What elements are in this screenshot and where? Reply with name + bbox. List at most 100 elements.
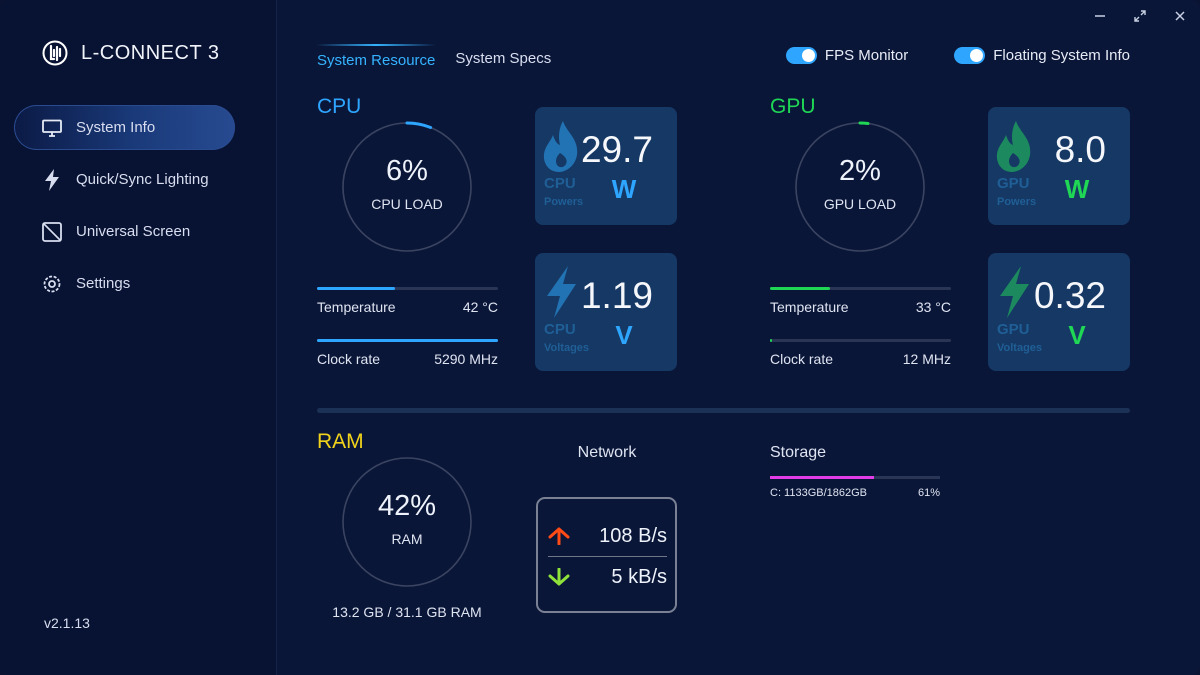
sidebar-nav: System Info Quick/Sync Lighting Universa…: [0, 105, 277, 313]
monitor-icon: [42, 118, 62, 138]
cpu-clock-label: Clock rate: [317, 351, 381, 367]
section-divider: [317, 408, 1130, 413]
toggle-label: FPS Monitor: [824, 47, 909, 64]
gpu-voltage-value: 0.32: [1033, 275, 1106, 316]
cpu-clock-fill: [317, 339, 498, 342]
brand-logo-icon: [42, 40, 68, 66]
ram-load-gauge: 42% RAM: [341, 456, 473, 588]
gpu-power-card: 8.0 W GPU Powers: [988, 107, 1130, 225]
storage-drive: C: 1133GB/1862GB: [770, 487, 868, 499]
tab-bar: System Resource System Specs: [317, 44, 551, 73]
screen-icon: [42, 221, 62, 242]
cpu-voltage-card: 1.19 V CPU Voltages: [535, 253, 677, 371]
cpu-voltage-sub: Voltages: [544, 342, 590, 354]
cpu-temperature-value: 42 °C: [462, 299, 498, 315]
sidebar-item-settings[interactable]: Settings: [0, 261, 277, 306]
toggle-switch[interactable]: [785, 47, 817, 64]
gpu-clock-value: 12 MHz: [902, 351, 951, 367]
toggle-switch[interactable]: [954, 47, 986, 64]
network-title: Network: [577, 444, 637, 461]
gpu-power-unit: W: [1064, 174, 1090, 204]
sidebar-item-universal-screen[interactable]: Universal Screen: [0, 209, 277, 254]
network-upload-row: 108 B/s: [548, 521, 667, 551]
gpu-voltage-unit: V: [1068, 320, 1086, 350]
sidebar-item-system-info[interactable]: System Info: [0, 105, 277, 150]
network-panel: 108 B/s 5 kB/s: [536, 497, 677, 613]
flame-icon: [543, 121, 578, 172]
cpu-power-value: 29.7: [580, 129, 653, 170]
cpu-gauge-arc: [341, 121, 473, 253]
ram-load-label: RAM: [391, 531, 423, 547]
gpu-temperature-label: Temperature: [770, 299, 849, 315]
cpu-temperature-label: Temperature: [317, 299, 396, 315]
cpu-clock-value: 5290 MHz: [434, 351, 498, 367]
cpu-power-sub: Powers: [544, 196, 584, 208]
storage-fill: [770, 476, 874, 479]
network-upload-value: 108 B/s: [599, 524, 667, 547]
storage-title: Storage: [770, 444, 827, 461]
ram-usage: 13.2 GB / 31.1 GB RAM: [332, 604, 482, 620]
lightning-icon: [1000, 266, 1029, 318]
gpu-voltage-sub: Voltages: [997, 342, 1043, 354]
storage-percent: 61%: [918, 487, 941, 499]
gpu-title: GPU: [770, 95, 816, 118]
gpu-load-label: GPU LOAD: [823, 196, 897, 212]
gpu-load-value: 2%: [839, 155, 881, 187]
maximize-icon[interactable]: [1132, 8, 1148, 24]
app-version: v2.1.13: [44, 615, 90, 631]
cpu-load-value: 6%: [386, 155, 428, 187]
sidebar-item-label: Quick/Sync Lighting: [76, 171, 209, 188]
cpu-temperature-track: [317, 287, 498, 290]
sidebar-item-label: System Info: [76, 119, 156, 136]
cpu-load-label: CPU LOAD: [371, 196, 443, 212]
window-controls: [1092, 8, 1188, 24]
sidebar-item-quick-sync-lighting[interactable]: Quick/Sync Lighting: [0, 157, 277, 202]
minimize-icon[interactable]: [1092, 8, 1108, 24]
cpu-temperature-fill: [317, 287, 395, 290]
sidebar-item-label: Settings: [76, 275, 131, 292]
toggle-group: FPS Monitor Floating System Info: [785, 47, 1130, 64]
gpu-voltage-card: 0.32 V GPU Voltages: [988, 253, 1130, 371]
cpu-voltage-unit: V: [615, 320, 633, 350]
cpu-voltage-name: CPU: [544, 321, 576, 338]
sidebar-item-label: Universal Screen: [76, 223, 191, 240]
cpu-load-gauge: 6% CPU LOAD: [341, 121, 473, 253]
brand-name: L-CONNECT 3: [81, 41, 220, 64]
network-download-value: 5 kB/s: [611, 565, 667, 588]
cpu-power-unit: W: [611, 174, 637, 204]
sidebar: L-CONNECT 3 System Info Quick/Sync Light…: [0, 0, 277, 675]
network-download-row: 5 kB/s: [548, 562, 667, 592]
arrow-down-icon: [548, 568, 570, 586]
cpu-clock-track: [317, 339, 498, 342]
fps-monitor-toggle[interactable]: FPS Monitor: [785, 47, 909, 64]
lightning-icon: [547, 266, 576, 318]
gpu-gauge-arc: [794, 121, 926, 253]
close-icon[interactable]: [1172, 8, 1188, 24]
gpu-voltage-name: GPU: [997, 321, 1030, 338]
gpu-temperature-fill: [770, 287, 830, 290]
brand: L-CONNECT 3: [42, 40, 220, 66]
lightning-icon: [42, 168, 62, 191]
gpu-temperature-track: [770, 287, 951, 290]
ram-load-value: 42%: [377, 490, 437, 522]
cpu-title: CPU: [317, 95, 362, 118]
ram-title: RAM: [317, 430, 364, 453]
storage-track: [770, 476, 940, 479]
flame-icon: [996, 121, 1031, 172]
tab-system-specs[interactable]: System Specs: [455, 50, 552, 67]
toggle-label: Floating System Info: [993, 47, 1130, 64]
tab-system-resource[interactable]: System Resource: [317, 44, 436, 73]
gpu-clock-label: Clock rate: [770, 351, 834, 367]
network-separator: [548, 556, 667, 557]
cpu-power-card: 29.7 W CPU Powers: [535, 107, 677, 225]
gpu-clock-fill: [770, 339, 772, 342]
cpu-voltage-value: 1.19: [580, 275, 653, 316]
floating-system-info-toggle[interactable]: Floating System Info: [954, 47, 1130, 64]
gpu-load-gauge: 2% GPU LOAD: [794, 121, 926, 253]
gpu-temperature-value: 33 °C: [915, 299, 951, 315]
gpu-clock-track: [770, 339, 951, 342]
gpu-power-sub: Powers: [997, 196, 1037, 208]
gpu-power-name: GPU: [997, 175, 1030, 192]
gear-icon: [42, 274, 62, 294]
